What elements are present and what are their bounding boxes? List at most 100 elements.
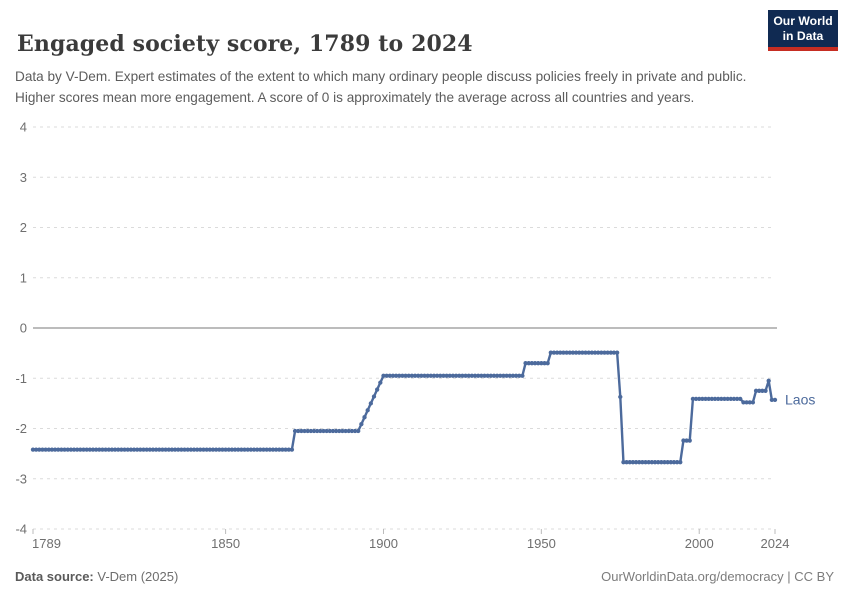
chart-data-point[interactable] [324, 428, 329, 434]
chart-data-point[interactable] [292, 428, 298, 434]
chart-data-point[interactable] [551, 350, 557, 355]
chart-data-point[interactable] [356, 428, 361, 434]
chart-data-point[interactable] [166, 447, 171, 452]
owid-logo[interactable]: Our World in Data [768, 10, 838, 51]
chart-data-point[interactable] [182, 447, 187, 452]
chart-data-point[interactable] [106, 447, 111, 452]
chart-data-point[interactable] [296, 428, 301, 434]
chart-data-point[interactable] [176, 447, 181, 452]
chart-data-point[interactable] [122, 447, 127, 452]
chart-data-point[interactable] [416, 373, 421, 378]
chart-data-point[interactable] [703, 396, 708, 401]
chart-data-point[interactable] [251, 447, 257, 452]
chart-data-point[interactable] [112, 447, 118, 452]
chart-data-point[interactable] [255, 447, 260, 452]
chart-data-point[interactable] [213, 447, 219, 452]
chart-data-point[interactable] [716, 396, 721, 401]
chart-data-point[interactable] [223, 447, 228, 452]
chart-data-point[interactable] [277, 447, 282, 452]
chart-data-point[interactable] [539, 361, 544, 366]
chart-data-point[interactable] [479, 373, 484, 378]
chart-data-point[interactable] [131, 447, 137, 452]
chart-data-point[interactable] [510, 373, 516, 378]
chart-data-point[interactable] [232, 447, 238, 452]
chart-data-point[interactable] [649, 460, 655, 465]
chart-data-point[interactable] [741, 400, 746, 405]
chart-data-point[interactable] [52, 447, 58, 452]
chart-data-point[interactable] [185, 447, 190, 452]
chart-data-point[interactable] [580, 350, 585, 355]
chart-data-point[interactable] [144, 447, 149, 452]
chart-data-point[interactable] [602, 350, 607, 355]
chart-data-point[interactable] [236, 447, 241, 452]
chart-data-point[interactable] [337, 428, 342, 434]
chart-data-point[interactable] [450, 373, 456, 378]
chart-data-point[interactable] [109, 447, 115, 452]
chart-data-point[interactable] [444, 373, 449, 378]
chart-data-point[interactable] [577, 350, 582, 355]
chart-data-point[interactable] [362, 415, 367, 420]
chart-data-point[interactable] [273, 447, 279, 452]
chart-data-point[interactable] [100, 447, 105, 452]
chart-data-point[interactable] [719, 396, 724, 401]
chart-data-point[interactable] [343, 428, 348, 434]
chart-data-point[interactable] [393, 373, 399, 378]
chart-data-point[interactable] [150, 447, 156, 452]
chart-data-point[interactable] [561, 350, 566, 355]
chart-data-point[interactable] [494, 373, 500, 378]
chart-data-point[interactable] [400, 373, 405, 378]
chart-data-point[interactable] [431, 373, 437, 378]
chart-data-point[interactable] [542, 361, 547, 366]
chart-data-point[interactable] [728, 396, 733, 401]
chart-data-point[interactable] [84, 447, 89, 452]
chart-data-point[interactable] [656, 460, 661, 465]
chart-data-point[interactable] [346, 428, 351, 434]
chart-data-point[interactable] [466, 373, 471, 378]
chart-data-point[interactable] [700, 396, 705, 401]
chart-data-point[interactable] [403, 373, 408, 378]
chart-data-point[interactable] [709, 396, 714, 401]
chart-data-point[interactable] [469, 373, 475, 378]
chart-data-point[interactable] [608, 350, 613, 355]
chart-data-point[interactable] [532, 361, 538, 366]
chart-data-point[interactable] [384, 373, 389, 378]
chart-data-point[interactable] [472, 373, 478, 378]
chart-data-point[interactable] [772, 397, 778, 403]
chart-data-point[interactable] [662, 460, 667, 465]
chart-data-point[interactable] [545, 361, 550, 366]
chart-data-point[interactable] [97, 447, 102, 452]
chart-data-point[interactable] [34, 447, 39, 452]
chart-data-point[interactable] [258, 447, 263, 452]
series-label-laos[interactable]: Laos [785, 391, 815, 407]
chart-data-point[interactable] [463, 373, 468, 378]
chart-data-point[interactable] [453, 373, 459, 378]
chart-data-point[interactable] [87, 447, 92, 452]
chart-data-point[interactable] [412, 373, 418, 378]
chart-data-point[interactable] [397, 373, 402, 378]
chart-data-point[interactable] [447, 373, 452, 378]
chart-data-point[interactable] [239, 447, 244, 452]
chart-data-point[interactable] [460, 373, 465, 378]
chart-data-point[interactable] [188, 447, 194, 452]
chart-data-point[interactable] [548, 350, 553, 355]
chart-data-point[interactable] [611, 350, 617, 355]
chart-data-point[interactable] [226, 447, 231, 452]
chart-data-point[interactable] [359, 421, 364, 427]
chart-data-point[interactable] [280, 447, 285, 452]
chart-data-point[interactable] [554, 350, 560, 355]
chart-data-point[interactable] [381, 373, 386, 378]
chart-data-point[interactable] [747, 400, 752, 405]
chart-data-point[interactable] [513, 373, 519, 378]
chart-data-point[interactable] [163, 447, 168, 452]
chart-data-point[interactable] [659, 460, 664, 465]
chart-data-point[interactable] [30, 447, 36, 452]
chart-data-point[interactable] [267, 447, 272, 452]
chart-data-point[interactable] [766, 378, 771, 383]
chart-data-point[interactable] [160, 447, 165, 452]
chart-data-point[interactable] [621, 460, 626, 465]
chart-data-point[interactable] [94, 447, 99, 452]
chart-data-point[interactable] [302, 428, 307, 434]
chart-data-point[interactable] [643, 460, 648, 465]
chart-data-point[interactable] [210, 447, 216, 452]
chart-data-point[interactable] [352, 428, 358, 434]
